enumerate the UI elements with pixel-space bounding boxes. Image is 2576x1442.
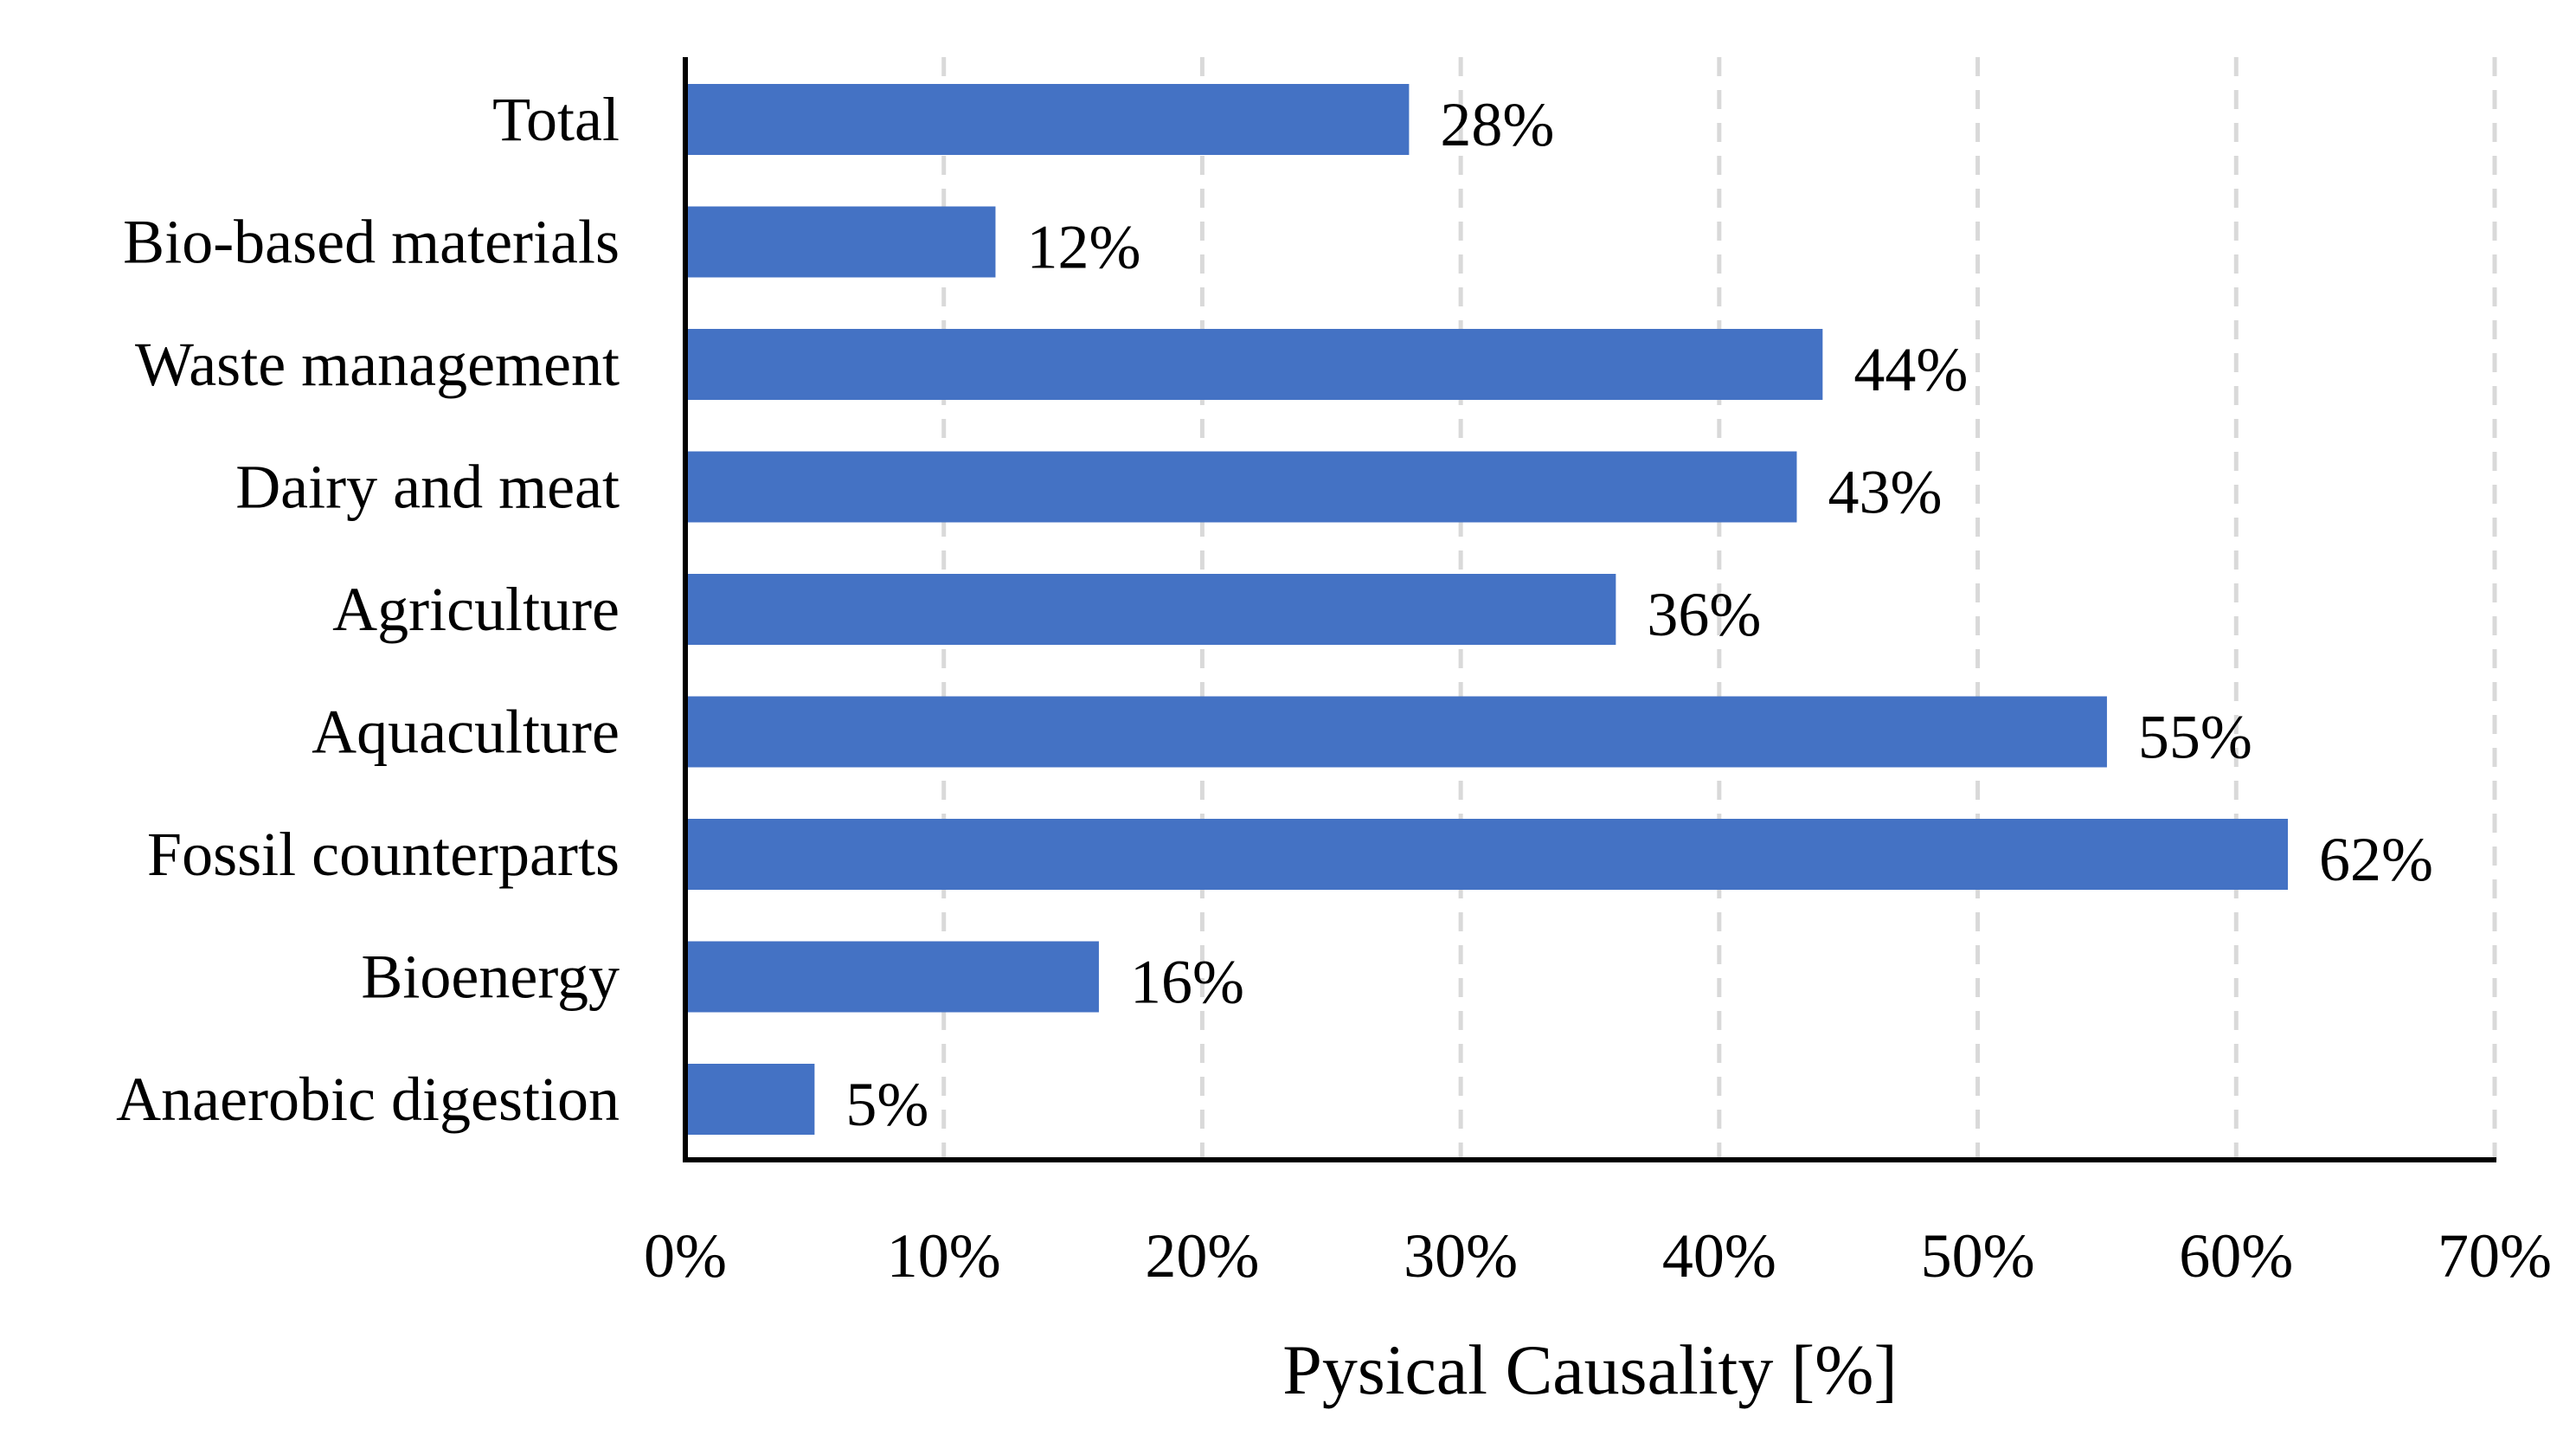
bar (685, 696, 2107, 768)
x-tick-label: 0% (644, 1221, 727, 1291)
bar (685, 451, 1797, 523)
bar (685, 206, 996, 278)
category-label: Aquaculture (312, 698, 620, 767)
data-label: 28% (1440, 90, 1554, 159)
category-label: Fossil counterparts (147, 820, 620, 889)
x-tick-label: 70% (2438, 1221, 2552, 1291)
category-label: Waste management (135, 330, 620, 399)
x-tick-labels: 0% 10% 20% 30% 40% 50% 60% 70% (644, 1221, 2552, 1291)
bar (685, 819, 2289, 890)
category-label: Anaerobic digestion (116, 1065, 620, 1134)
bar (685, 84, 1410, 155)
category-label: Agriculture (332, 575, 620, 644)
x-tick-label: 50% (1921, 1221, 2035, 1291)
x-tick-label: 10% (887, 1221, 1001, 1291)
x-axis-title: Pysical Causality [%] (1282, 1330, 1898, 1409)
bars (685, 84, 2289, 1135)
data-label: 36% (1647, 580, 1761, 649)
bar (685, 574, 1616, 645)
x-tick-label: 60% (2179, 1221, 2293, 1291)
x-tick-label: 20% (1145, 1221, 1259, 1291)
category-labels: Total Bio-based materials Waste management… (116, 85, 620, 1134)
data-label: 16% (1130, 948, 1244, 1017)
bar (685, 941, 1099, 1013)
data-label: 44% (1853, 335, 1968, 404)
data-label: 43% (1828, 458, 1942, 527)
data-labels: 28% 12% 44% 43% 36% 55% 62% 16% 5% (845, 90, 2433, 1139)
category-label: Bioenergy (361, 943, 620, 1012)
axes (683, 57, 2496, 1162)
category-label: Dairy and meat (235, 453, 620, 522)
data-label: 62% (2319, 825, 2433, 894)
x-tick-label: 40% (1662, 1221, 1776, 1291)
data-label: 5% (845, 1070, 928, 1139)
bar (685, 329, 1823, 400)
data-label: 55% (2138, 703, 2252, 772)
bar (685, 1064, 815, 1135)
category-label: Bio-based materials (123, 208, 620, 277)
data-label: 12% (1026, 213, 1140, 282)
category-label: Total (492, 85, 620, 154)
x-tick-label: 30% (1404, 1221, 1518, 1291)
